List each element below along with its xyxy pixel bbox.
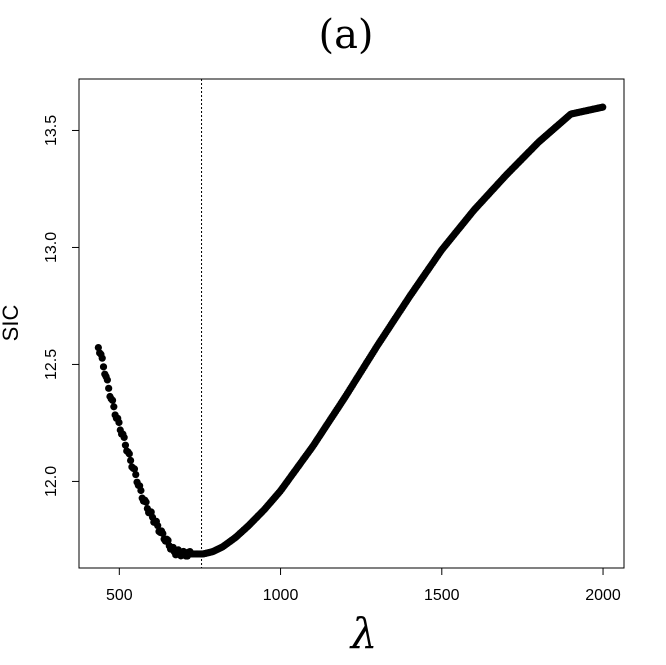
- y-tick-label: 12.0: [43, 466, 60, 497]
- data-point: [154, 522, 162, 530]
- data-point: [120, 433, 128, 442]
- data-point: [125, 450, 133, 458]
- sic-points: [94, 103, 607, 560]
- chart-title: (a): [318, 12, 373, 58]
- x-tick-label: 2000: [585, 587, 621, 604]
- y-axis-label: SIC: [0, 305, 23, 342]
- data-point: [599, 103, 607, 111]
- data-point: [159, 529, 167, 538]
- data-point: [103, 376, 111, 384]
- y-axis: 12.0 12.5 13.0 13.5: [43, 115, 79, 497]
- data-point: [115, 418, 123, 427]
- data-point: [142, 498, 150, 506]
- x-tick-label: 1000: [263, 587, 299, 604]
- x-tick-label: 500: [106, 587, 133, 604]
- data-point: [127, 456, 135, 465]
- data-point: [94, 344, 102, 352]
- x-axis: 500 1000 1500 2000: [106, 568, 621, 604]
- y-tick-label: 13.5: [43, 115, 60, 146]
- x-tick-label: 1500: [424, 587, 460, 604]
- data-point: [121, 441, 130, 449]
- data-point: [105, 384, 113, 392]
- data-point: [130, 465, 139, 473]
- y-tick-label: 13.0: [43, 232, 60, 263]
- data-point: [132, 470, 140, 479]
- plot-frame: [78, 78, 625, 569]
- data-point: [99, 363, 108, 371]
- data-point: [110, 403, 118, 411]
- data-point: [164, 536, 172, 544]
- x-axis-label: λ: [349, 609, 378, 658]
- data-point: [98, 354, 106, 362]
- data-point: [137, 486, 145, 495]
- data-point: [108, 396, 117, 404]
- y-tick-label: 12.5: [43, 349, 60, 380]
